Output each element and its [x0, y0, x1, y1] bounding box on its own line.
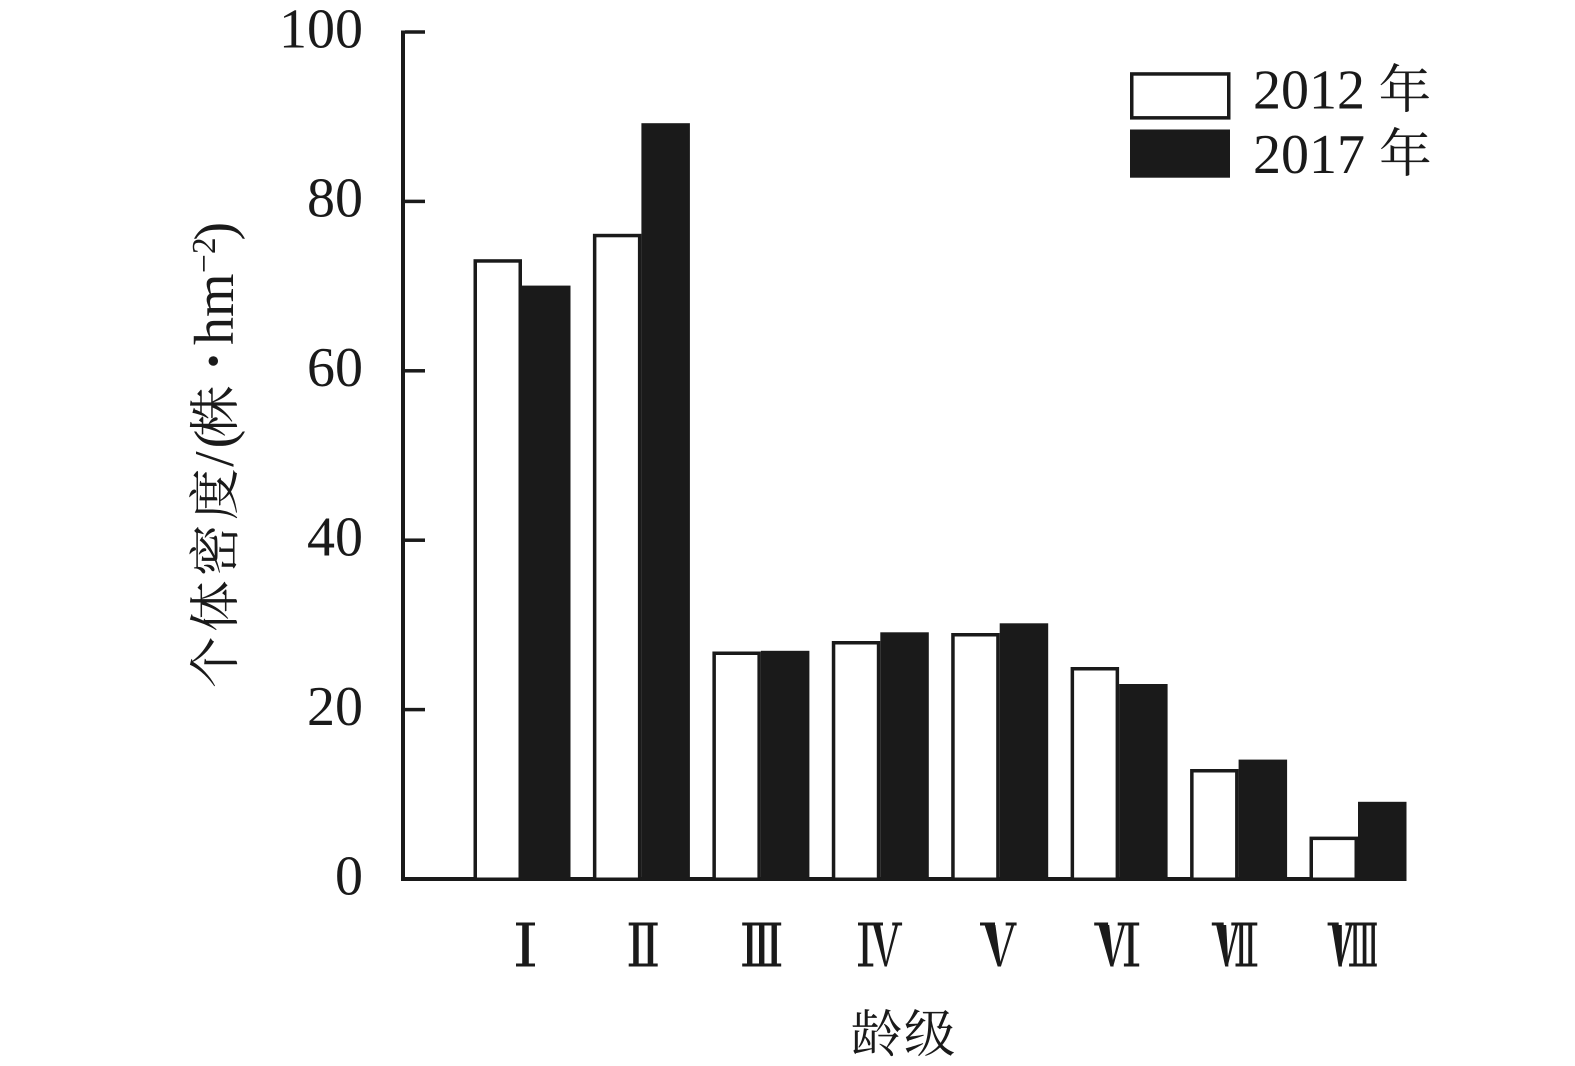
svg-text:/: /: [184, 451, 246, 467]
svg-text:(: (: [184, 430, 246, 449]
svg-text:2012: 2012: [1253, 60, 1365, 122]
svg-text:2017: 2017: [1253, 124, 1365, 186]
svg-text:60: 60: [307, 337, 363, 399]
svg-text:0: 0: [335, 845, 363, 907]
svg-text:hm: hm: [184, 273, 246, 345]
svg-text:): ): [184, 222, 246, 241]
svg-text:20: 20: [307, 676, 363, 738]
svg-text:80: 80: [307, 168, 363, 230]
svg-text:100: 100: [279, 0, 363, 60]
svg-text:−2: −2: [186, 237, 223, 273]
svg-text:40: 40: [307, 506, 363, 568]
